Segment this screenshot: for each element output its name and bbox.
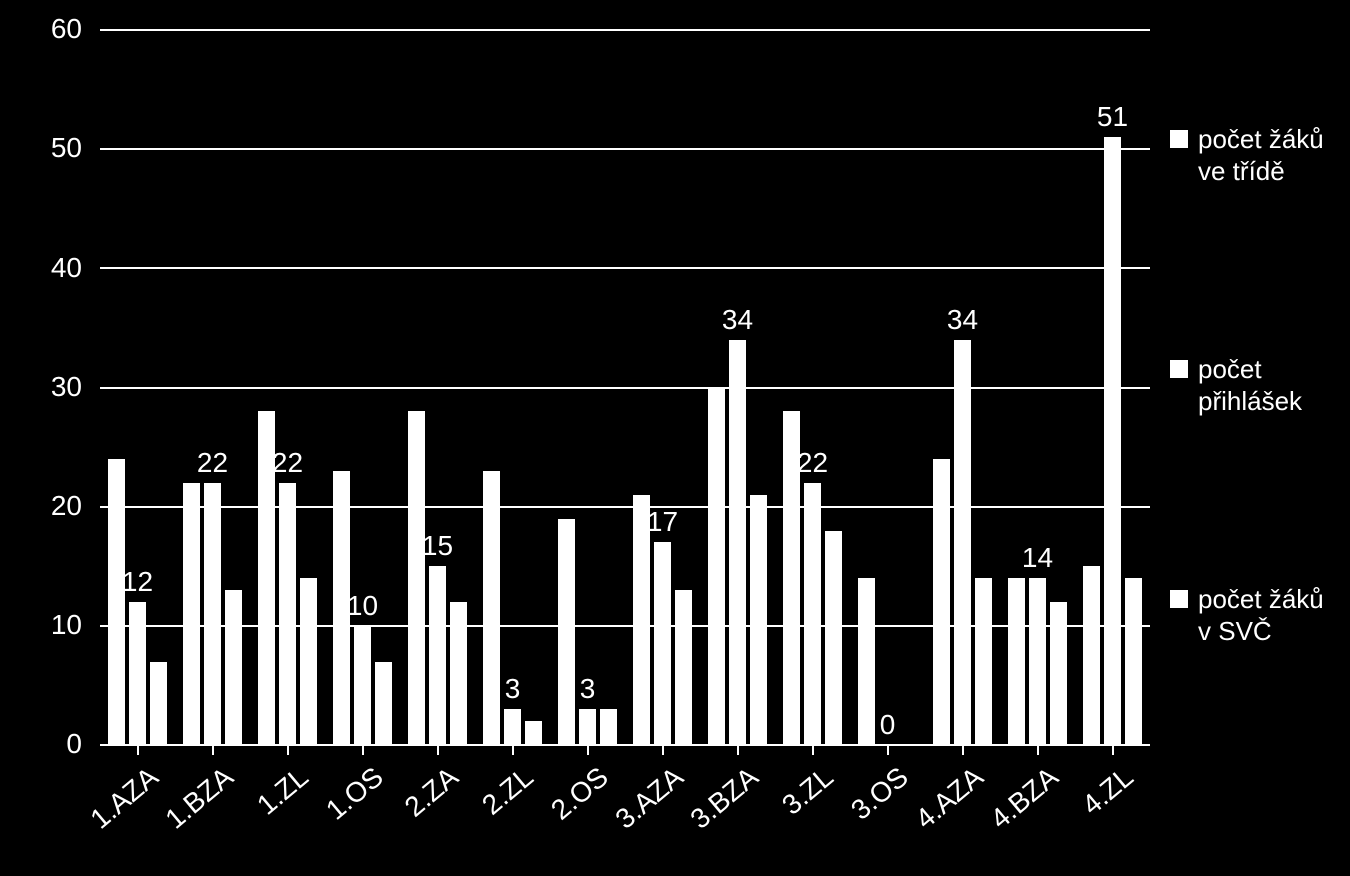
bar-data-label: 14 [1008, 542, 1068, 574]
x-axis-tick [137, 745, 139, 755]
bar [750, 495, 767, 745]
x-axis-tick [512, 745, 514, 755]
bar [975, 578, 992, 745]
bar-data-label: 15 [408, 530, 468, 562]
bar-data-label: 22 [258, 447, 318, 479]
legend-label: počet [1198, 354, 1262, 385]
bar [279, 483, 296, 745]
bar [825, 531, 842, 746]
x-axis-tick [587, 745, 589, 755]
bar [183, 483, 200, 745]
bar [225, 590, 242, 745]
bar-data-label: 17 [633, 506, 693, 538]
y-axis-tick-label: 30 [0, 371, 82, 403]
bar-data-label: 51 [1083, 101, 1143, 133]
x-axis-tick [887, 745, 889, 755]
y-axis-tick-label: 0 [0, 728, 82, 760]
x-axis-tick [287, 745, 289, 755]
y-axis-tick-label: 50 [0, 132, 82, 164]
bar [600, 709, 617, 745]
bar-data-label: 0 [858, 709, 918, 741]
bar-data-label: 3 [483, 673, 543, 705]
bar [525, 721, 542, 745]
x-axis-tick [437, 745, 439, 755]
legend-label: ve třídě [1198, 156, 1285, 187]
legend-label: v SVČ [1198, 616, 1272, 647]
bar [579, 709, 596, 745]
bar [708, 388, 725, 746]
x-axis-tick [362, 745, 364, 755]
bar-data-label: 3 [558, 673, 618, 705]
x-axis-tick [212, 745, 214, 755]
bar [504, 709, 521, 745]
bar [150, 662, 167, 745]
bar [558, 519, 575, 745]
bar [729, 340, 746, 745]
bar [129, 602, 146, 745]
gridline [100, 29, 1150, 31]
gridline [100, 148, 1150, 150]
y-axis-tick-label: 20 [0, 490, 82, 522]
bar-data-label: 34 [708, 304, 768, 336]
x-axis-tick [962, 745, 964, 755]
y-axis-tick-label: 10 [0, 609, 82, 641]
bar [354, 626, 371, 745]
bar [429, 566, 446, 745]
gridline [100, 387, 1150, 389]
legend-label: počet žáků [1198, 124, 1324, 155]
bar [1050, 602, 1067, 745]
legend-label: přihlášek [1198, 386, 1302, 417]
x-axis-tick [1112, 745, 1114, 755]
bar [1008, 578, 1025, 745]
bar-data-label: 22 [783, 447, 843, 479]
bar [408, 411, 425, 745]
legend-swatch [1170, 360, 1188, 378]
bar [108, 459, 125, 745]
legend-swatch [1170, 590, 1188, 608]
bar [804, 483, 821, 745]
x-axis-tick [1037, 745, 1039, 755]
bar [675, 590, 692, 745]
gridline [100, 267, 1150, 269]
x-axis-tick [812, 745, 814, 755]
legend-label: počet žáků [1198, 584, 1324, 615]
bar [1125, 578, 1142, 745]
bar-data-label: 34 [933, 304, 993, 336]
bar [954, 340, 971, 745]
grouped-bar-chart: 01020304050601.AZA1.BZA1.ZL1.OS2.ZA2.ZL2… [0, 0, 1350, 876]
bar [1104, 137, 1121, 745]
bar [654, 542, 671, 745]
x-axis-tick [737, 745, 739, 755]
x-axis-tick [662, 745, 664, 755]
bar [300, 578, 317, 745]
bar-data-label: 22 [183, 447, 243, 479]
y-axis-tick-label: 40 [0, 252, 82, 284]
bar-data-label: 10 [333, 590, 393, 622]
bar [450, 602, 467, 745]
bar [1083, 566, 1100, 745]
y-axis-tick-label: 60 [0, 13, 82, 45]
bar [933, 459, 950, 745]
bar [1029, 578, 1046, 745]
bar [204, 483, 221, 745]
legend-swatch [1170, 130, 1188, 148]
bar [375, 662, 392, 745]
bar-data-label: 12 [108, 566, 168, 598]
